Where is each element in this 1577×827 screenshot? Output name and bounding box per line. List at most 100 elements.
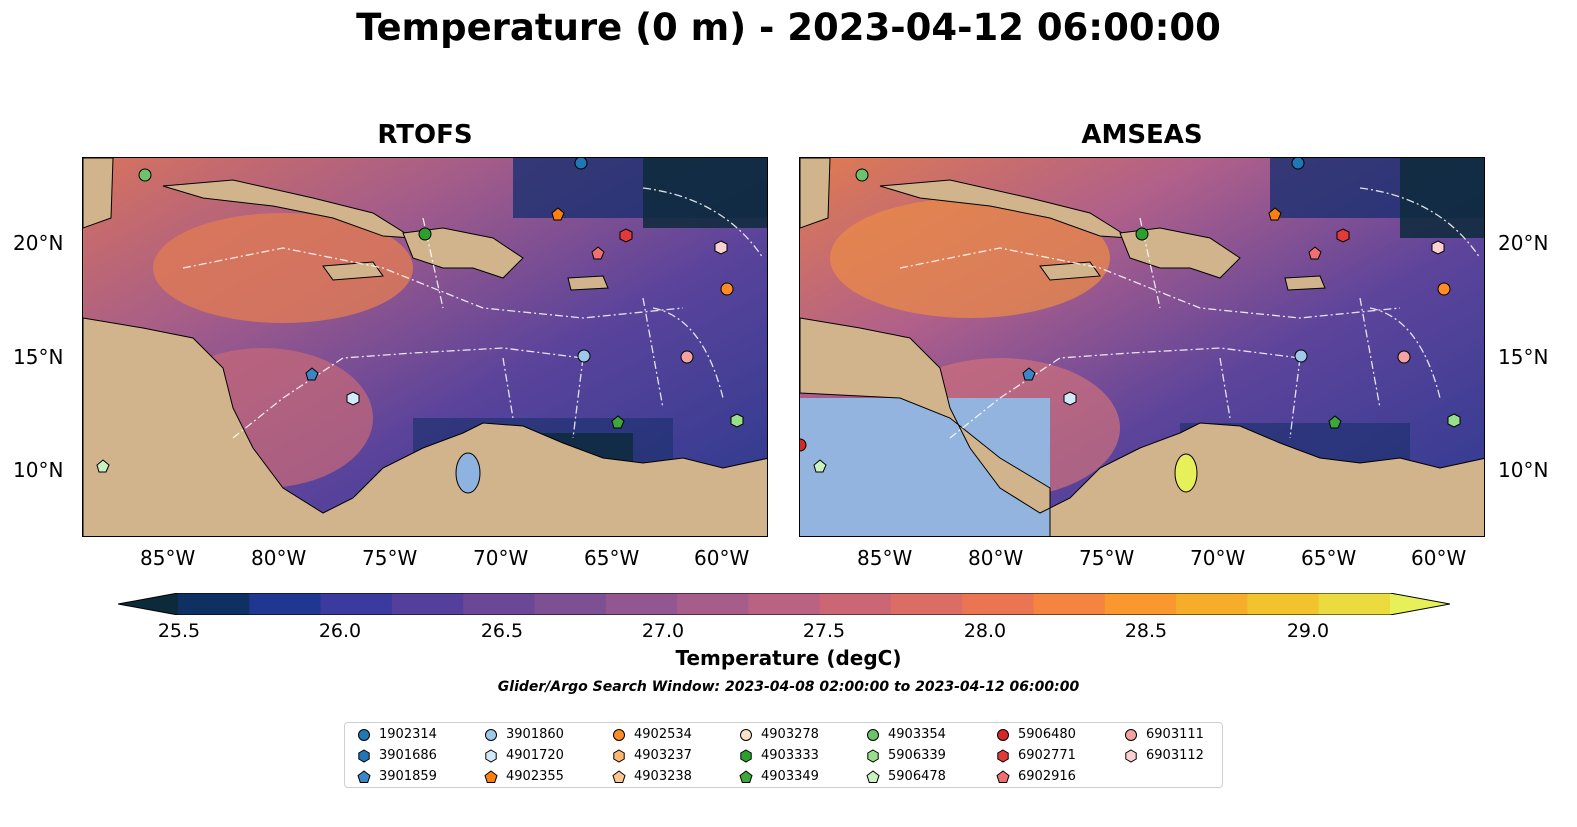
amseas-map (799, 157, 1485, 537)
colorbar-segment (962, 593, 1035, 615)
colorbar-tick: 25.5 (157, 620, 201, 642)
colorbar-tick: 26.0 (318, 620, 362, 642)
hexagon-marker-icon (358, 749, 370, 763)
circle-marker-icon (1125, 729, 1137, 741)
legend-item: 4903354 (866, 726, 946, 744)
lon-label-85w-right: 85°W (857, 546, 913, 570)
colorbar-label: Temperature (degC) (675, 646, 902, 670)
colorbar-tick: 29.0 (1286, 620, 1330, 642)
legend-item: 6903111 (1124, 726, 1204, 744)
colorbar-segment (463, 593, 536, 615)
lon-label-75w-left: 75°W (362, 546, 418, 570)
colorbar-segment (1247, 593, 1320, 615)
colorbar-extend-high (1390, 593, 1450, 615)
colorbar-segment (890, 593, 963, 615)
lat-label-10n-right: 10°N (1498, 458, 1549, 482)
lat-label-15n-left: 15°N (13, 345, 64, 369)
circle-marker-icon (867, 729, 879, 741)
legend-label: 4902355 (506, 769, 564, 784)
hexagon-marker-icon (997, 749, 1009, 763)
hexagon-marker-icon (613, 749, 625, 763)
panel-title-rtofs: RTOFS (377, 120, 473, 150)
legend-label: 6903111 (1146, 727, 1204, 742)
legend-label: 5906339 (888, 748, 946, 763)
colorbar-segment (677, 593, 749, 615)
lon-label-70w-left: 70°W (473, 546, 529, 570)
legend-item: 4903333 (739, 747, 819, 765)
colorbar-tick: 28.0 (963, 620, 1007, 642)
lon-label-60w-right: 60°W (1411, 546, 1467, 570)
legend-item: 3901860 (484, 726, 564, 744)
legend-item: 4903237 (612, 747, 692, 765)
colorbar-tick: 27.5 (802, 620, 846, 642)
colorbar-segment (178, 593, 250, 615)
colorbar (117, 592, 1451, 616)
circle-marker-icon (740, 729, 752, 741)
legend-item: 6902771 (996, 747, 1076, 765)
legend-item: 4903349 (739, 768, 819, 786)
pentagon-marker-icon (357, 770, 371, 783)
lon-label-85w-left: 85°W (140, 546, 196, 570)
colorbar-segment (605, 593, 678, 615)
legend-item: 4901720 (484, 747, 564, 765)
circle-marker-icon (485, 729, 497, 741)
pentagon-marker-icon (866, 770, 880, 783)
legend-item: 6903112 (1124, 747, 1204, 765)
legend-item: 3901859 (357, 768, 437, 786)
legend-label: 4903354 (888, 727, 946, 742)
legend-label: 3901859 (379, 769, 437, 784)
colorbar-segment (1318, 593, 1391, 615)
legend-item: 4902534 (612, 726, 692, 744)
figure-title: Temperature (0 m) - 2023-04-12 06:00:00 (356, 6, 1221, 49)
lat-label-10n-left: 10°N (13, 458, 64, 482)
lat-label-20n-left: 20°N (13, 231, 64, 255)
legend-label: 4903278 (761, 727, 819, 742)
search-window-note: Glider/Argo Search Window: 2023-04-08 02… (497, 679, 1080, 695)
legend-label: 6902771 (1018, 748, 1076, 763)
legend-label: 6903112 (1146, 748, 1204, 763)
pentagon-marker-icon (996, 770, 1010, 783)
lon-label-80w-right: 80°W (968, 546, 1024, 570)
hexagon-marker-icon (740, 749, 752, 763)
hexagon-marker-icon (867, 749, 879, 763)
legend-label: 5906478 (888, 769, 946, 784)
colorbar-segment (819, 593, 892, 615)
rtofs-map (82, 157, 768, 537)
colorbar-segment (249, 593, 322, 615)
lat-label-20n-right: 20°N (1498, 231, 1549, 255)
hexagon-marker-icon (485, 749, 497, 763)
legend-label: 6902916 (1018, 769, 1076, 784)
legend-label: 3901860 (506, 727, 564, 742)
colorbar-tick: 27.0 (641, 620, 685, 642)
colorbar-segment (1104, 593, 1177, 615)
colorbar-segment (320, 593, 393, 615)
circle-marker-icon (358, 729, 370, 741)
lon-label-65w-right: 65°W (1301, 546, 1357, 570)
circle-marker-icon (613, 729, 625, 741)
legend-label: 4903333 (761, 748, 819, 763)
lat-label-15n-right: 15°N (1498, 345, 1549, 369)
legend-item: 4903238 (612, 768, 692, 786)
pentagon-marker-icon (612, 770, 626, 783)
legend-label: 1902314 (379, 727, 437, 742)
legend-item: 1902314 (357, 726, 437, 744)
legend-item: 5906480 (996, 726, 1076, 744)
colorbar-segment (1033, 593, 1106, 615)
pentagon-marker-icon (739, 770, 753, 783)
lon-label-80w-left: 80°W (251, 546, 307, 570)
colorbar-segment (391, 593, 464, 615)
legend-item: 6902916 (996, 768, 1076, 786)
legend-label: 4901720 (506, 748, 564, 763)
hexagon-marker-icon (1125, 749, 1137, 763)
colorbar-tick: 28.5 (1124, 620, 1168, 642)
colorbar-segment (1176, 593, 1249, 615)
float-markers (800, 158, 1461, 473)
legend-label: 5906480 (1018, 727, 1076, 742)
legend-item: 4902355 (484, 768, 564, 786)
colorbar-tick: 26.5 (480, 620, 524, 642)
legend-item: 3901686 (357, 747, 437, 765)
legend-label: 4902534 (634, 727, 692, 742)
pentagon-marker-icon (484, 770, 498, 783)
legend-item: 5906478 (866, 768, 946, 786)
float-legend: 1902314 3901686 3901859 3901860 4901720 49023… (344, 722, 1223, 788)
